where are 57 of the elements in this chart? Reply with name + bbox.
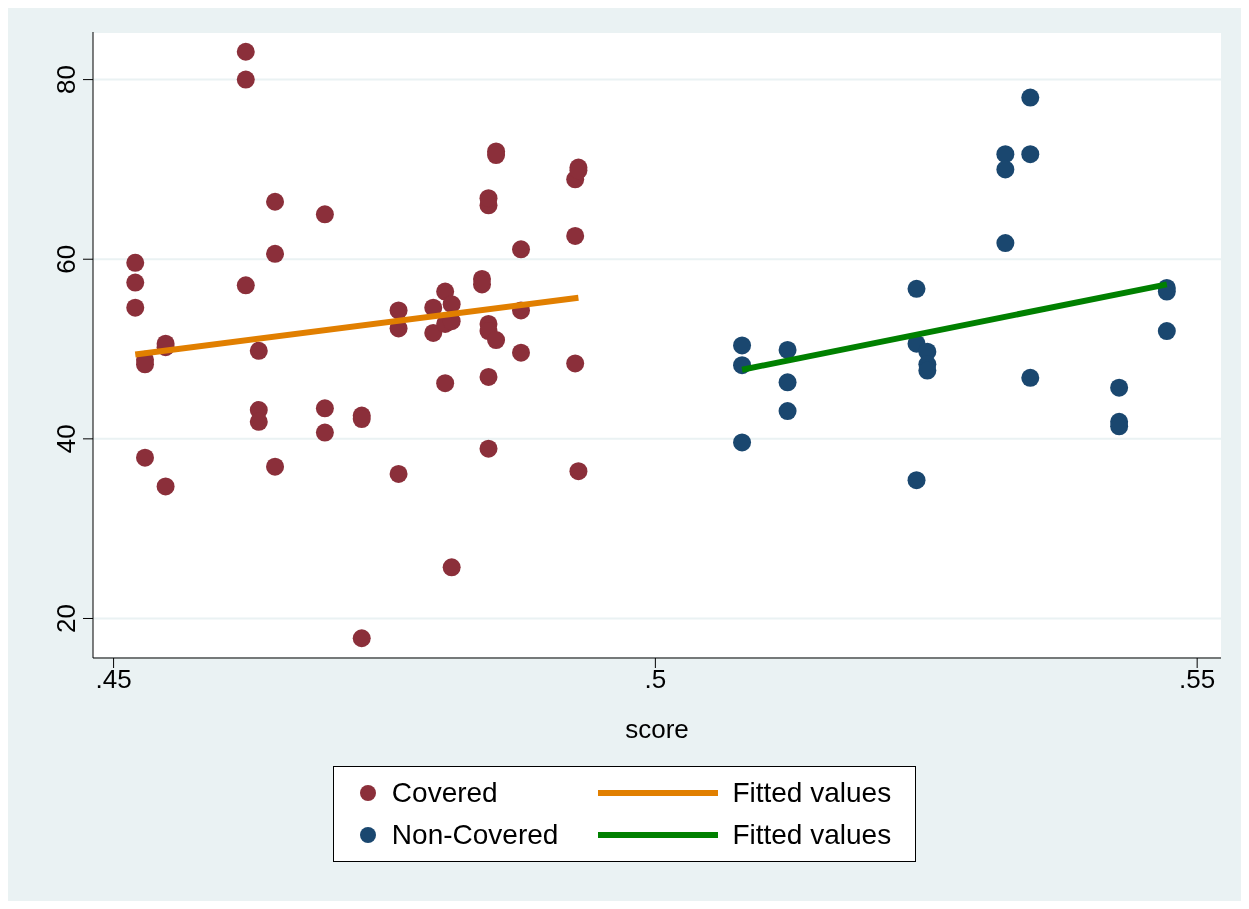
point bbox=[996, 160, 1015, 179]
point bbox=[315, 423, 334, 442]
point bbox=[266, 192, 285, 211]
x-tick-label: .45 bbox=[95, 664, 132, 695]
point bbox=[487, 331, 506, 350]
point bbox=[249, 341, 268, 360]
point bbox=[136, 448, 155, 467]
point bbox=[512, 240, 531, 259]
point bbox=[1157, 322, 1176, 341]
point bbox=[479, 367, 498, 386]
y-tick-label: 20 bbox=[51, 604, 81, 633]
point bbox=[569, 462, 588, 481]
point bbox=[733, 336, 752, 355]
legend-label: Fitted values bbox=[732, 777, 892, 809]
point bbox=[266, 457, 285, 476]
point bbox=[424, 323, 443, 342]
point bbox=[236, 276, 255, 295]
x-axis-title: score bbox=[625, 714, 689, 744]
point bbox=[1021, 368, 1040, 387]
y-tick-label: 60 bbox=[51, 244, 81, 274]
point bbox=[442, 295, 461, 314]
point bbox=[126, 298, 145, 317]
point bbox=[733, 433, 752, 452]
point bbox=[566, 226, 585, 245]
point bbox=[389, 464, 408, 483]
x-tick-label: .55 bbox=[1179, 664, 1216, 695]
point bbox=[1021, 145, 1040, 164]
point bbox=[996, 145, 1015, 164]
point bbox=[778, 373, 797, 392]
point bbox=[126, 273, 145, 292]
legend-label: Non-Covered bbox=[391, 819, 559, 851]
point bbox=[512, 343, 531, 362]
point bbox=[126, 253, 145, 272]
point bbox=[1021, 88, 1040, 107]
point bbox=[778, 340, 797, 359]
point bbox=[315, 205, 334, 224]
point bbox=[266, 244, 285, 263]
point bbox=[442, 558, 461, 577]
point bbox=[907, 471, 926, 490]
point bbox=[436, 374, 455, 393]
point bbox=[315, 399, 334, 418]
point bbox=[996, 234, 1015, 253]
y-tick-label: 40 bbox=[51, 424, 81, 454]
y-tick-label: 80 bbox=[51, 65, 81, 95]
point bbox=[352, 629, 371, 648]
point bbox=[778, 402, 797, 421]
point bbox=[389, 301, 408, 320]
point bbox=[236, 42, 255, 61]
point bbox=[1110, 378, 1129, 397]
legend-label: Fitted values bbox=[732, 819, 892, 851]
point bbox=[566, 354, 585, 373]
point bbox=[236, 70, 255, 89]
point bbox=[156, 477, 175, 496]
x-tick-label: .5 bbox=[644, 664, 667, 695]
point bbox=[907, 279, 926, 298]
legend-label: Covered bbox=[391, 777, 498, 809]
point bbox=[479, 439, 498, 458]
